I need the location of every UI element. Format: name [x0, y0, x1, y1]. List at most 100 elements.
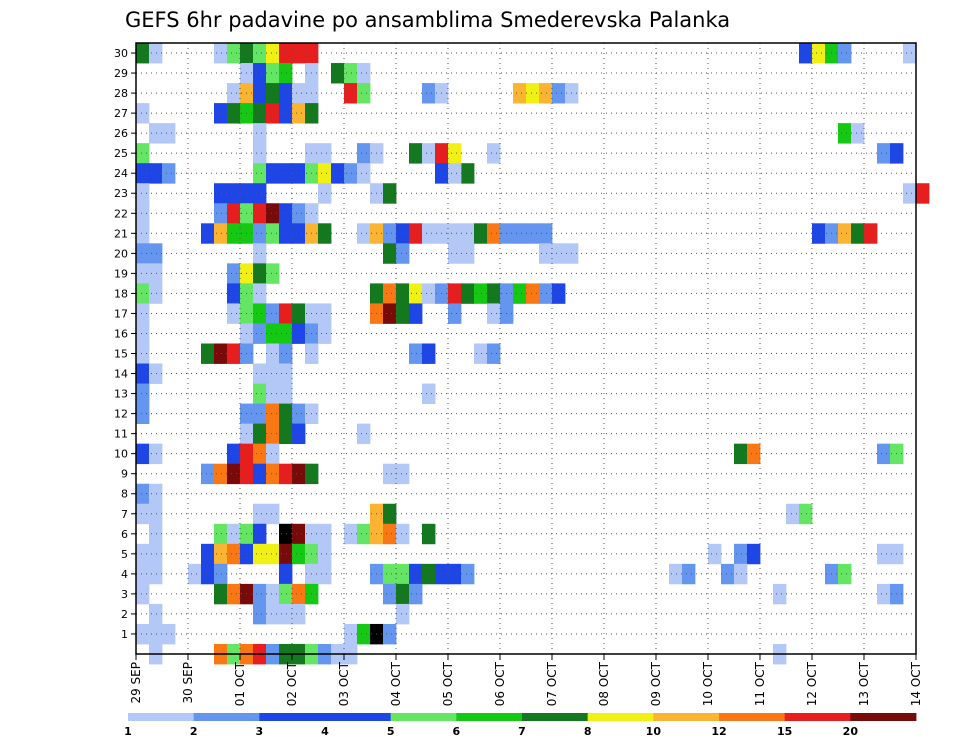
heatmap-cell [292, 203, 306, 224]
heatmap-cell [149, 243, 163, 264]
heatmap-cell [136, 503, 150, 525]
heatmap-cell [266, 163, 280, 184]
heatmap-cell [487, 223, 501, 244]
heatmap-cell [461, 283, 475, 304]
x-tick-label: 01 OCT [233, 661, 247, 706]
heatmap-cell [136, 583, 150, 605]
heatmap-cell [279, 423, 293, 445]
heatmap-cell [513, 223, 527, 244]
y-tick-label: 14 [114, 368, 128, 381]
legend-label: 2 [190, 725, 198, 738]
heatmap-cell [318, 303, 332, 324]
heatmap-cell [461, 243, 475, 264]
heatmap-cell [539, 243, 553, 264]
heatmap-cell [253, 163, 267, 184]
heatmap-cell [812, 43, 826, 64]
y-tick-label: 17 [114, 307, 128, 320]
heatmap-cell [422, 523, 436, 545]
heatmap-cell [266, 403, 280, 425]
x-tick-label: 29 SEP [129, 662, 143, 704]
heatmap-cell [266, 223, 280, 244]
heatmap-cell [526, 83, 540, 104]
heatmap-cell [357, 423, 371, 445]
y-tick-label: 22 [114, 207, 128, 220]
heatmap-cell [136, 543, 150, 565]
heatmap-cell [448, 223, 462, 244]
heatmap-cell [357, 223, 371, 244]
heatmap-cell [253, 403, 267, 425]
heatmap-cell [903, 43, 917, 64]
heatmap-cell [357, 143, 371, 164]
heatmap-cell [422, 283, 436, 304]
chart-title: GEFS 6hr padavine po ansamblima Smederev… [125, 8, 730, 32]
heatmap-cell [357, 623, 371, 645]
heatmap-cell [136, 43, 150, 64]
heatmap-cell [539, 223, 553, 244]
heatmap-cell [318, 163, 332, 184]
y-tick-label: 21 [114, 227, 128, 240]
heatmap-cell [383, 523, 397, 545]
heatmap-cell [136, 383, 150, 404]
heatmap-cell [162, 623, 176, 645]
heatmap-cell [409, 583, 423, 605]
heatmap-cell [136, 263, 150, 284]
heatmap-cell [799, 503, 813, 525]
heatmap-cell [877, 443, 891, 465]
heatmap-cell [136, 563, 150, 585]
y-tick-label: 28 [114, 87, 128, 100]
heatmap-cell [383, 223, 397, 244]
heatmap-cell [253, 203, 267, 224]
legend-label: 3 [256, 725, 264, 738]
heatmap-cell [461, 163, 475, 184]
heatmap-cell [253, 123, 267, 144]
heatmap-cell [396, 283, 410, 304]
heatmap-cell [266, 263, 280, 284]
heatmap-cell [448, 303, 462, 324]
heatmap-cell [396, 463, 410, 485]
heatmap-cell [279, 463, 293, 485]
heatmap-cell [136, 303, 150, 324]
heatmap-cell [266, 103, 280, 124]
heatmap-cell [149, 543, 163, 565]
heatmap-cell [292, 83, 306, 104]
y-tick-label: 16 [114, 327, 128, 340]
heatmap-cell [149, 123, 163, 144]
heatmap-cell [227, 443, 241, 465]
heatmap-cell [227, 583, 241, 605]
heatmap-cell [214, 203, 228, 224]
heatmap-cell [708, 543, 722, 565]
heatmap-cell [799, 43, 813, 64]
heatmap-cell [409, 223, 423, 244]
heatmap-cell [253, 303, 267, 324]
heatmap-cell [734, 543, 748, 565]
heatmap-cell [344, 83, 358, 104]
heatmap-cell [409, 343, 423, 364]
heatmap-cell [318, 183, 332, 204]
heatmap-cell [396, 603, 410, 625]
heatmap-cell [279, 383, 293, 404]
heatmap-cell [383, 243, 397, 264]
heatmap-cell [136, 483, 150, 505]
heatmap-cell [149, 563, 163, 585]
heatmap-cell [292, 223, 306, 244]
heatmap-cell [331, 163, 345, 184]
heatmap-cell [201, 543, 215, 565]
heatmap-cell [253, 103, 267, 124]
legend-label: 10 [646, 725, 662, 738]
heatmap-cell [253, 83, 267, 104]
heatmap-cell [383, 283, 397, 304]
heatmap-cell [539, 283, 553, 304]
heatmap-cell [279, 343, 293, 364]
heatmap-cell [877, 143, 891, 164]
heatmap-cell [487, 303, 501, 324]
x-tick-label: 30 SEP [181, 662, 195, 704]
legend-label: 8 [584, 725, 592, 738]
legend-label: 6 [453, 725, 461, 738]
heatmap-cell [552, 243, 566, 264]
heatmap-cell [357, 63, 371, 84]
heatmap-cell [227, 543, 241, 565]
heatmap-cell [266, 303, 280, 324]
heatmap-cell [279, 563, 293, 585]
y-tick-label: 12 [114, 408, 128, 421]
heatmap-cell [682, 563, 696, 585]
